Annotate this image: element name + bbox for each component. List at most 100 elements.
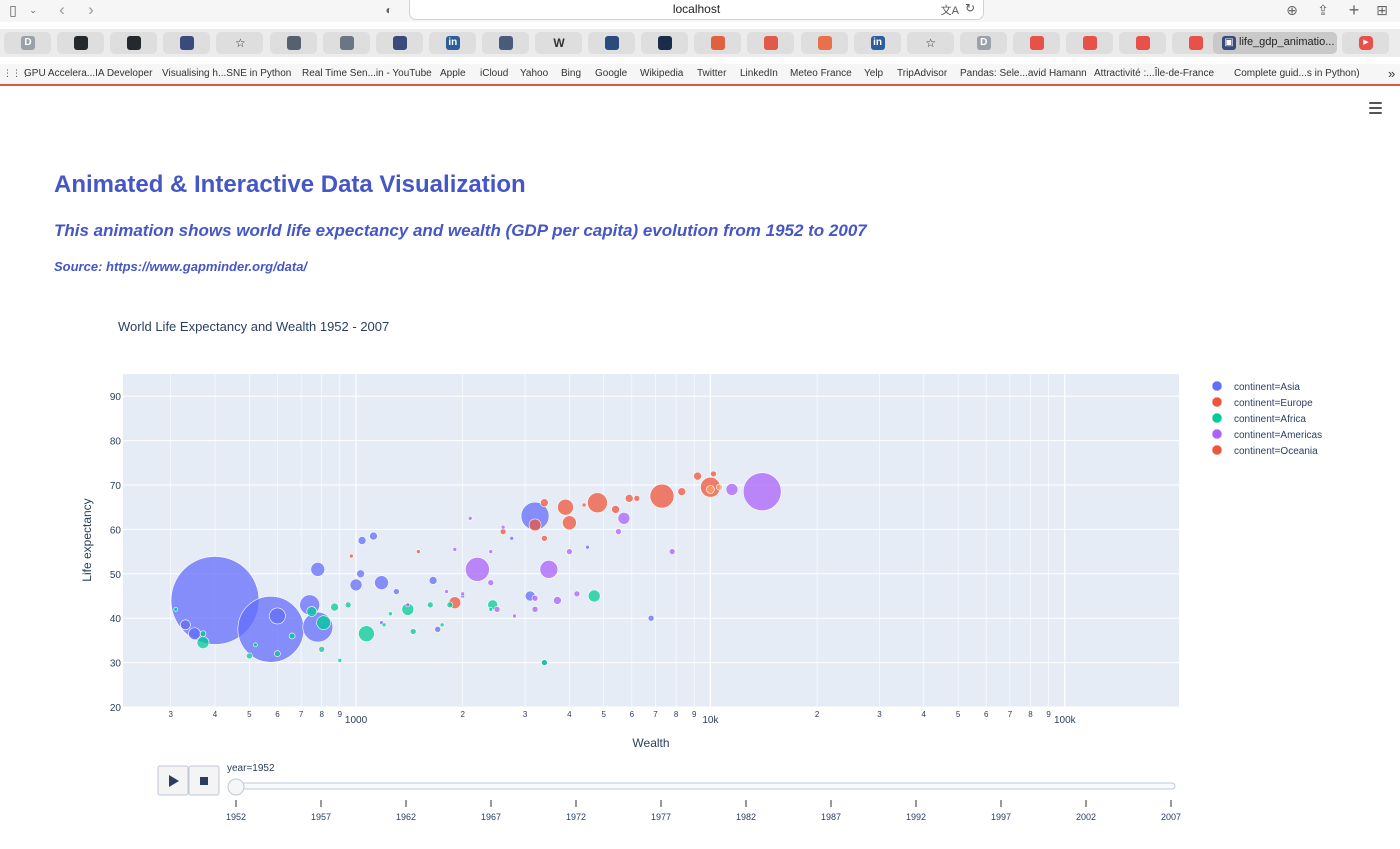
data-point[interactable]: [566, 548, 573, 555]
chevron-down-icon[interactable]: ⌄: [29, 5, 37, 15]
data-point[interactable]: [237, 595, 305, 663]
slider-step-label[interactable]: 1982: [736, 812, 756, 822]
data-point[interactable]: [706, 485, 715, 494]
data-point[interactable]: [426, 601, 434, 609]
data-point[interactable]: [428, 576, 438, 585]
data-point[interactable]: [246, 652, 253, 660]
bookmark-item[interactable]: Twitter: [697, 68, 727, 79]
data-point[interactable]: [173, 607, 179, 612]
slider-step-label[interactable]: 2007: [1161, 812, 1181, 822]
reload-icon[interactable]: ↻: [964, 1, 975, 15]
data-point[interactable]: [409, 628, 417, 635]
slider-step-label[interactable]: 1992: [906, 812, 926, 822]
data-point[interactable]: [310, 562, 326, 577]
slider-track[interactable]: [231, 782, 1176, 790]
tab-streamlit[interactable]: [1119, 32, 1167, 54]
data-point[interactable]: [581, 502, 587, 508]
tab-github[interactable]: [57, 32, 105, 54]
bookmark-item[interactable]: TripAdvisor: [897, 68, 948, 79]
data-point[interactable]: [531, 606, 539, 613]
data-point[interactable]: [509, 535, 515, 541]
data-point[interactable]: [647, 614, 655, 622]
translate-icon[interactable]: 文A: [940, 5, 959, 17]
tab-kaggle[interactable]: [375, 32, 423, 54]
bookmark-item[interactable]: Yelp: [864, 68, 884, 79]
download-icon[interactable]: ⊕: [1286, 2, 1298, 18]
bookmark-item[interactable]: GPU Accelera...IA Developer: [24, 68, 153, 79]
data-point[interactable]: [381, 622, 387, 628]
bookmarks-more-icon[interactable]: »: [1388, 66, 1396, 81]
data-point[interactable]: [416, 549, 421, 554]
data-point[interactable]: [649, 483, 675, 509]
data-point[interactable]: [716, 483, 723, 491]
tab-streamlit[interactable]: [1066, 32, 1113, 54]
data-point[interactable]: [344, 601, 352, 609]
slider-step-label[interactable]: 1957: [311, 812, 331, 822]
new-tab-icon[interactable]: +: [1348, 0, 1360, 20]
data-point[interactable]: [742, 472, 782, 511]
data-point[interactable]: [611, 505, 620, 514]
tab-streamlit[interactable]: [1172, 32, 1220, 54]
data-point[interactable]: [253, 642, 258, 648]
legend-item[interactable]: continent=Oceania: [1234, 446, 1318, 457]
data-point[interactable]: [500, 524, 506, 530]
data-point[interactable]: [356, 569, 365, 579]
tab-pdf[interactable]: [800, 32, 848, 54]
tab-d[interactable]: D: [4, 32, 51, 54]
data-point[interactable]: [668, 548, 676, 555]
legend-item[interactable]: continent=Asia: [1234, 382, 1300, 393]
slider-step-label[interactable]: 1952: [226, 812, 246, 822]
data-point[interactable]: [274, 650, 281, 658]
data-point[interactable]: [499, 528, 507, 535]
back-icon[interactable]: ‹: [59, 0, 65, 19]
tab-deepl[interactable]: [641, 32, 689, 54]
bookmark-item[interactable]: Yahoo: [520, 68, 549, 79]
data-point[interactable]: [488, 607, 494, 612]
tab-hugging[interactable]: [322, 32, 370, 54]
data-point[interactable]: [439, 622, 445, 628]
data-point[interactable]: [444, 589, 449, 594]
legend-item[interactable]: continent=Americas: [1234, 430, 1322, 441]
tab-streamlit[interactable]: [1012, 32, 1060, 54]
data-point[interactable]: [541, 659, 548, 666]
data-point[interactable]: [199, 630, 207, 638]
tab-linkedin[interactable]: in: [428, 32, 476, 54]
tab-active[interactable]: ▣ life_gdp_animatio...: [1213, 32, 1337, 54]
data-point[interactable]: [318, 645, 325, 653]
legend-item[interactable]: continent=Europe: [1234, 398, 1313, 409]
data-point[interactable]: [557, 498, 574, 516]
tab-youtube[interactable]: ▶: [1342, 32, 1389, 54]
address-bar[interactable]: localhost 文A ↻: [409, 0, 984, 20]
data-point[interactable]: [446, 601, 454, 609]
share-icon[interactable]: ⇪: [1317, 2, 1329, 18]
bookmark-item[interactable]: Attractivité :...Île-de-France: [1094, 68, 1215, 79]
bookmark-item[interactable]: Meteo France: [790, 68, 852, 79]
tab-linkedin[interactable]: in: [853, 32, 901, 54]
bookmark-item[interactable]: Real Time Sen...in - YouTube: [302, 68, 432, 79]
bookmark-item[interactable]: Wikipedia: [640, 68, 684, 79]
data-point[interactable]: [460, 591, 466, 597]
slider-step-label[interactable]: 1967: [481, 812, 501, 822]
data-point[interactable]: [288, 632, 296, 640]
data-point[interactable]: [541, 534, 548, 542]
legend-item[interactable]: continent=Africa: [1234, 414, 1306, 425]
data-point[interactable]: [693, 471, 702, 481]
data-point[interactable]: [615, 528, 622, 535]
data-point[interactable]: [306, 606, 318, 617]
data-point[interactable]: [585, 544, 590, 550]
data-point[interactable]: [531, 594, 539, 602]
slider-step-label[interactable]: 1987: [821, 812, 841, 822]
data-point[interactable]: [357, 536, 367, 545]
bookmark-item[interactable]: Apple: [440, 68, 466, 79]
data-point[interactable]: [434, 625, 442, 633]
data-point[interactable]: [573, 590, 581, 598]
bookmark-item[interactable]: Pandas: Sele...avid Hamann: [960, 68, 1087, 79]
data-point[interactable]: [465, 557, 490, 582]
legend-marker[interactable]: [1211, 380, 1223, 392]
data-point[interactable]: [493, 606, 501, 613]
tab-star[interactable]: ☆: [216, 32, 264, 54]
data-point[interactable]: [358, 625, 375, 643]
data-point[interactable]: [587, 589, 601, 603]
data-point[interactable]: [540, 498, 549, 508]
data-point[interactable]: [316, 615, 331, 630]
